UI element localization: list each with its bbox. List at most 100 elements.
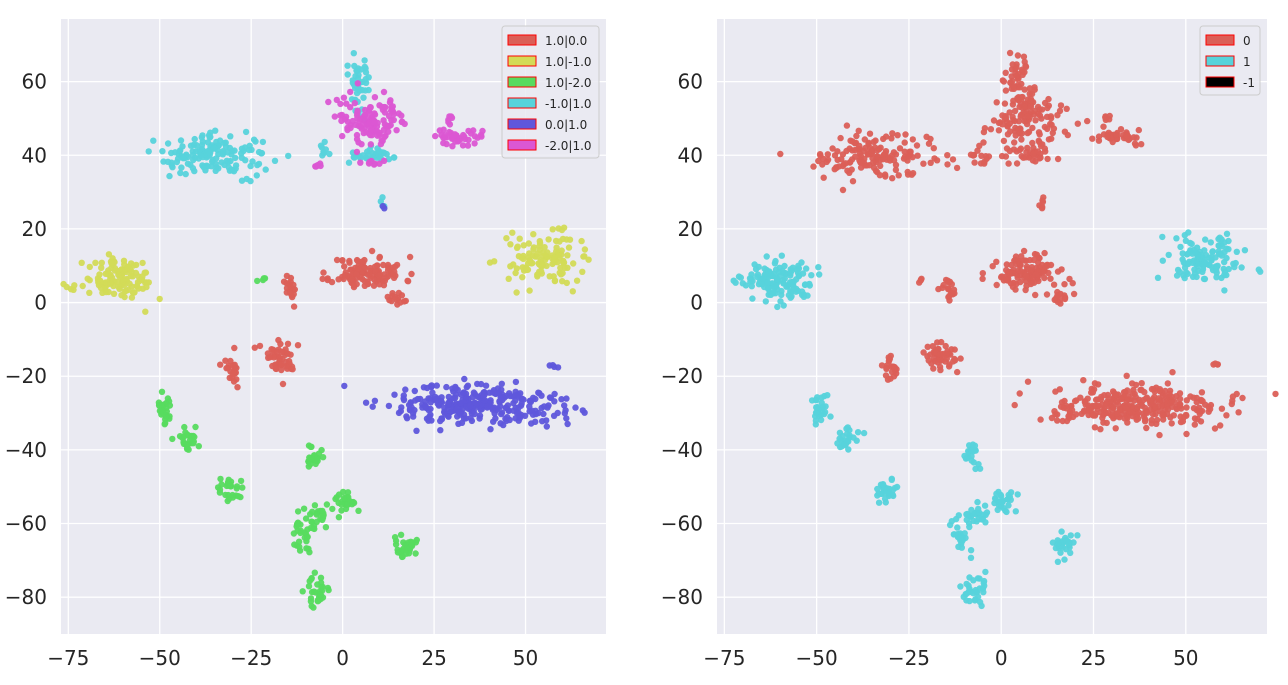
data-point — [185, 432, 192, 439]
data-point — [1213, 274, 1220, 281]
data-point — [1108, 412, 1115, 419]
data-point — [541, 244, 548, 251]
data-point — [402, 386, 409, 393]
data-point — [1009, 283, 1017, 290]
data-point — [180, 433, 187, 441]
data-point — [204, 148, 212, 155]
data-point — [1044, 155, 1051, 163]
data-point — [552, 237, 560, 245]
data-point — [133, 261, 140, 269]
data-point — [1113, 391, 1120, 399]
data-point — [280, 278, 288, 285]
data-point — [394, 549, 402, 556]
data-point — [1148, 416, 1155, 424]
data-point — [98, 259, 106, 266]
data-point — [380, 88, 388, 96]
data-point — [1011, 117, 1018, 125]
data-point — [971, 159, 978, 166]
data-point — [563, 395, 570, 402]
data-point — [845, 446, 852, 453]
legend: 1.0|0.0 1.0|-1.0 1.0|-2.0 -1.0|1.0 0.0|1.0 -2… — [501, 25, 600, 159]
data-point — [982, 153, 989, 160]
data-point — [540, 410, 547, 418]
data-point — [1223, 412, 1230, 419]
data-point — [324, 584, 332, 592]
data-point — [1201, 259, 1208, 266]
data-point — [199, 138, 206, 145]
data-point — [441, 404, 448, 412]
data-point — [307, 595, 315, 602]
data-point — [319, 514, 327, 521]
data-point — [120, 257, 128, 264]
data-point — [874, 153, 881, 160]
data-point — [534, 271, 541, 278]
data-point — [1080, 377, 1087, 384]
x-tick-label: −25 — [888, 646, 930, 670]
data-point — [1011, 107, 1019, 115]
data-point — [278, 361, 285, 368]
data-point — [422, 398, 429, 405]
series-0 — [777, 49, 1279, 439]
data-point — [467, 130, 475, 137]
data-point — [1199, 398, 1206, 405]
data-point — [774, 275, 781, 283]
data-point — [843, 122, 851, 129]
data-point — [1194, 415, 1201, 423]
data-point — [354, 75, 362, 82]
data-point — [290, 281, 297, 289]
data-point — [573, 277, 581, 284]
data-point — [1058, 528, 1065, 535]
data-point — [121, 293, 128, 301]
data-point — [295, 538, 303, 545]
data-point — [353, 270, 360, 278]
data-point — [970, 151, 977, 159]
data-point — [824, 151, 831, 158]
data-point — [827, 413, 834, 420]
data-point — [764, 285, 772, 293]
data-point — [1061, 281, 1068, 288]
data-point — [362, 69, 370, 76]
data-point — [378, 137, 385, 144]
data-point — [1155, 395, 1163, 402]
data-point — [71, 282, 78, 289]
data-point — [944, 152, 951, 159]
data-point — [460, 131, 467, 139]
data-point — [197, 152, 204, 160]
data-point — [232, 154, 239, 162]
data-point — [329, 505, 336, 513]
data-point — [555, 225, 562, 232]
data-point — [272, 365, 279, 372]
data-point — [353, 131, 361, 139]
data-point — [1198, 389, 1206, 396]
data-point — [166, 402, 174, 409]
data-point — [815, 264, 822, 271]
data-point — [846, 145, 853, 152]
data-point — [810, 163, 817, 170]
data-point — [310, 588, 318, 595]
data-point — [479, 127, 486, 135]
data-point — [888, 135, 895, 142]
data-point — [422, 402, 429, 409]
data-point — [1105, 395, 1112, 402]
data-point — [1016, 84, 1023, 91]
data-point — [795, 272, 803, 279]
data-point — [462, 415, 469, 422]
data-point — [1042, 148, 1049, 155]
data-point — [1034, 148, 1042, 155]
data-point — [917, 277, 924, 284]
data-point — [305, 463, 312, 470]
data-point — [772, 282, 779, 289]
y-tick-label: 40 — [678, 143, 703, 167]
legend: 0 1 -1 — [1199, 25, 1261, 96]
data-point — [389, 290, 396, 297]
data-point — [313, 518, 320, 525]
data-point — [320, 269, 327, 276]
data-point — [1028, 267, 1035, 274]
data-point — [1100, 123, 1107, 130]
data-point — [477, 380, 485, 388]
data-point — [1211, 425, 1219, 432]
data-point — [92, 259, 99, 266]
data-point — [1156, 431, 1163, 439]
data-point — [1138, 141, 1145, 148]
data-point — [1212, 360, 1219, 367]
